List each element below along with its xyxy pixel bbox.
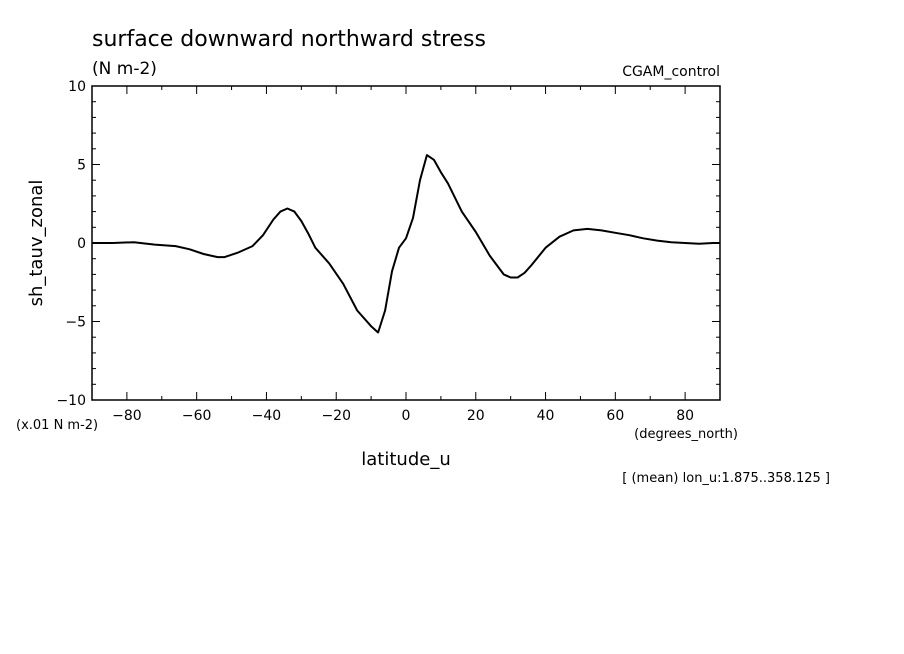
- y-tick-label: 0: [77, 236, 86, 252]
- y-tick-label: −10: [56, 393, 86, 409]
- x-axis-label: latitude_u: [361, 449, 450, 470]
- y-tick-label: −5: [65, 315, 86, 331]
- axis-tick-labels: −80 −60 −40 −20 0 20 40 60 80 −10 −5 0 5 10: [56, 79, 694, 424]
- plot-frame: [91, 85, 721, 401]
- x-axis-units: (degrees_north): [634, 427, 738, 442]
- y-scale-note: (x.01 N m-2): [16, 418, 98, 433]
- x-tick-label: 80: [676, 408, 694, 424]
- x-tick-label: −80: [112, 408, 142, 424]
- chart-title-units: (N m-2): [92, 59, 157, 79]
- chart-title: surface downward northward stress: [92, 27, 486, 52]
- dataset-label: CGAM_control: [622, 64, 720, 80]
- series-line: [92, 154, 720, 334]
- x-tick-label: −20: [321, 408, 351, 424]
- y-tick-label: 10: [68, 79, 86, 95]
- axis-ticks: [91, 85, 721, 401]
- x-tick-label: 20: [467, 408, 485, 424]
- y-axis-label: sh_tauv_zonal: [26, 180, 47, 307]
- x-tick-label: −60: [182, 408, 212, 424]
- x-tick-label: 40: [537, 408, 555, 424]
- x-tick-label: 60: [606, 408, 624, 424]
- x-tick-label: 0: [402, 408, 411, 424]
- y-tick-label: 5: [77, 158, 86, 174]
- footnote: [ (mean) lon_u:1.875..358.125 ]: [622, 471, 830, 486]
- x-tick-label: −40: [252, 408, 282, 424]
